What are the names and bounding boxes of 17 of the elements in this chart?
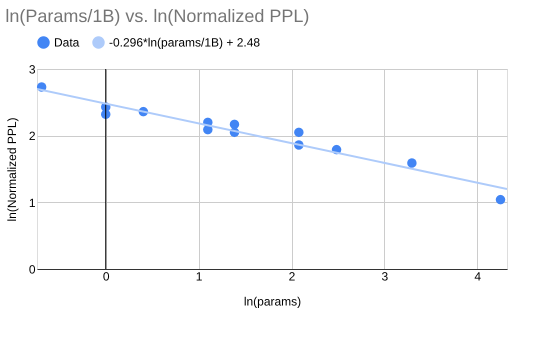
point: [496, 194, 506, 204]
x-tick-label: 2: [288, 270, 296, 284]
chart-title: ln(Params/1B) vs. ln(Normalized PPL): [5, 6, 310, 26]
x-tick-label: 0: [102, 270, 110, 284]
y-tick-label: 1: [28, 196, 36, 210]
point: [294, 128, 304, 138]
y-axis-title: ln(Normalized PPL): [4, 117, 19, 222]
legend-label: -0.296*ln(params/1B) + 2.48: [109, 36, 260, 50]
x-axis-title: ln(params): [244, 294, 302, 308]
x-tick-label: 1: [196, 270, 203, 284]
y-tick-label: 2: [28, 129, 36, 144]
point: [407, 158, 417, 168]
y-tick-label: 3: [28, 62, 36, 76]
point: [230, 120, 240, 130]
x-tick-label: 3: [382, 270, 389, 284]
x-tick-label: 4: [474, 270, 482, 284]
legend-label: Data: [54, 36, 80, 50]
